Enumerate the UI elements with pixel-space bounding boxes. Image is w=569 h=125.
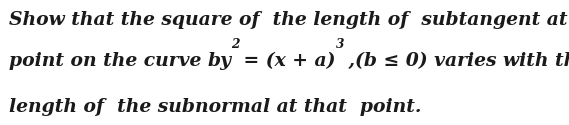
Text: 2: 2 [232, 38, 240, 51]
Text: point on the curve: point on the curve [9, 52, 208, 70]
Text: Show that the square of  the length of  subtangent at any: Show that the square of the length of su… [9, 11, 569, 29]
Text: 3: 3 [336, 38, 344, 51]
Text: by: by [208, 52, 232, 70]
Text: = (x + a): = (x + a) [237, 52, 336, 70]
Text: length of  the subnormal at that  point.: length of the subnormal at that point. [9, 98, 421, 116]
Text: ,(b ≤ 0) varies with the: ,(b ≤ 0) varies with the [342, 52, 569, 70]
